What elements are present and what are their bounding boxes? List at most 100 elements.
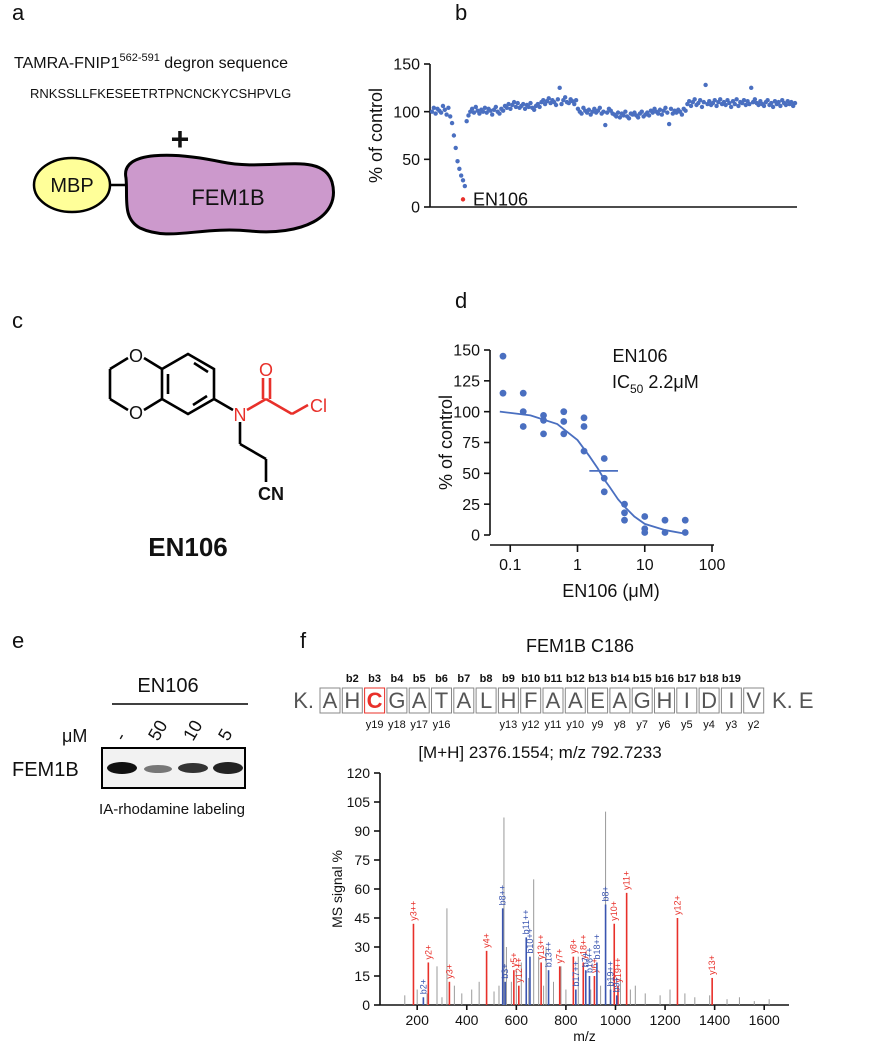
point (431, 105, 437, 111)
y-tick-label: 75 (354, 852, 370, 868)
x-tick-label: 200 (406, 1012, 430, 1028)
residue-box (408, 687, 430, 714)
y-tick-label: 150 (393, 57, 420, 74)
peptide-title: FEM1B C186 (526, 636, 634, 656)
point (727, 100, 732, 106)
point (687, 98, 692, 104)
point (681, 516, 689, 524)
point (513, 104, 519, 110)
point (440, 103, 446, 109)
b-ion: b17 (677, 673, 696, 685)
point (668, 106, 674, 112)
point (761, 103, 767, 109)
point (464, 119, 469, 124)
point (621, 509, 628, 517)
point (460, 178, 466, 183)
peak-label: y13++ (536, 934, 546, 959)
peak-label: y5+ (509, 952, 519, 967)
y-tick-label: 30 (354, 939, 370, 955)
point (663, 105, 668, 111)
point (723, 102, 728, 108)
point (734, 97, 739, 102)
point (756, 102, 761, 108)
x-tick-label: 100 (699, 557, 726, 574)
b-ion: b8 (480, 673, 493, 685)
point (566, 100, 572, 106)
point (659, 112, 665, 117)
point (460, 197, 466, 202)
point (741, 98, 747, 103)
residue: L (480, 688, 492, 713)
y-tick-label: 125 (453, 373, 480, 390)
y-tick-label: 45 (354, 910, 370, 926)
y-tick-label: 90 (354, 823, 370, 839)
point (635, 115, 641, 120)
residue: A (613, 688, 628, 713)
residue-box (609, 687, 631, 714)
residue: C (367, 688, 383, 713)
band (144, 765, 172, 773)
point (626, 116, 632, 121)
band (213, 762, 243, 774)
peak-label: b8+ (601, 886, 611, 901)
point (522, 106, 528, 112)
residue-box (431, 687, 452, 714)
point (683, 108, 688, 113)
point (580, 423, 588, 430)
point (701, 99, 706, 105)
annotation-subscript: 50 (630, 382, 644, 396)
point (562, 95, 568, 100)
x-tick-label: 1400 (699, 1012, 730, 1028)
point (789, 99, 794, 105)
point (531, 107, 537, 112)
x-tick-label: 10 (636, 557, 654, 574)
point (488, 108, 493, 113)
residue: A (568, 688, 583, 713)
panel-label: c (12, 308, 23, 333)
peak-label: y8+ (568, 939, 578, 954)
peak-label: y12++ (514, 958, 524, 983)
point (560, 430, 568, 438)
residue-box (453, 687, 475, 714)
x-tick-label: 1000 (600, 1012, 631, 1028)
structure-bonds (108, 352, 268, 482)
lane-label: - (110, 729, 130, 744)
point (455, 159, 460, 164)
residue-box (587, 687, 609, 714)
annotation-part: IC (612, 372, 630, 392)
residue-box (564, 687, 586, 714)
point (604, 110, 610, 115)
point (641, 513, 649, 520)
peak-label: b9+ (612, 977, 622, 992)
point (623, 109, 628, 114)
y-axis-label: % of control (366, 88, 386, 183)
title-part: degron sequence (160, 55, 288, 72)
atom: O (129, 403, 143, 423)
residue: G (634, 688, 651, 713)
residue-box (631, 687, 653, 714)
point (688, 103, 694, 109)
y-ion: y8 (614, 719, 626, 731)
y-ion: y11 (545, 719, 562, 731)
y-ion: y12 (522, 719, 540, 731)
peak-label: b7+ (581, 952, 591, 967)
point (511, 99, 517, 105)
point (592, 106, 597, 112)
point (560, 418, 568, 425)
residue-box (319, 687, 341, 714)
point (444, 112, 449, 117)
mbp-label: MBP (50, 175, 93, 197)
residue-box (497, 687, 519, 714)
y-ion: y3 (726, 719, 738, 731)
peak-label: b17++ (571, 961, 581, 987)
point (519, 423, 527, 430)
y-ion: y4 (703, 719, 715, 731)
point (615, 110, 621, 115)
b-ion: b6 (435, 673, 448, 685)
x-tick-label: 1200 (649, 1012, 680, 1028)
point (661, 516, 669, 524)
y-tick-label: 0 (471, 528, 480, 545)
residue: E (590, 688, 605, 713)
y-tick-label: 75 (462, 435, 480, 452)
